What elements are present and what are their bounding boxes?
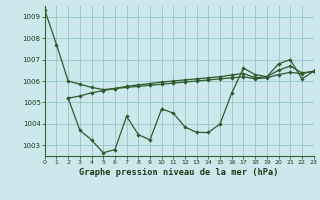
X-axis label: Graphe pression niveau de la mer (hPa): Graphe pression niveau de la mer (hPa)	[79, 168, 279, 177]
